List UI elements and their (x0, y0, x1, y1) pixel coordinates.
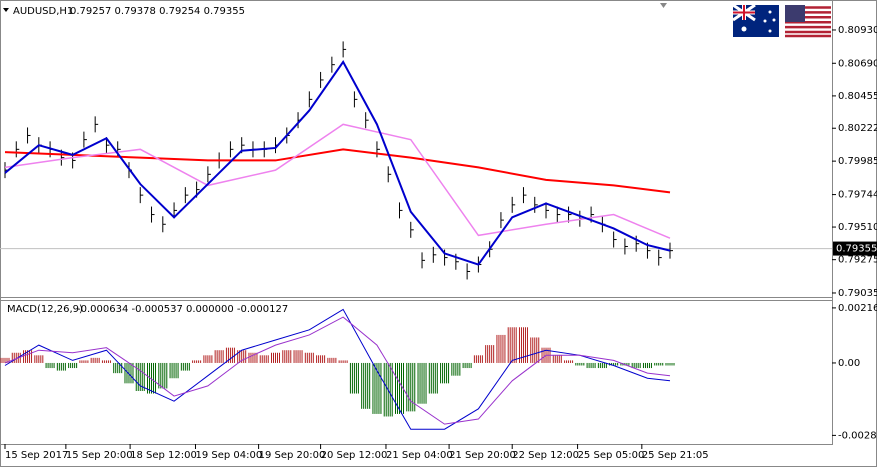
y-tick-label: 0.00216 (838, 303, 877, 314)
y-tick-label: 0.00 (838, 358, 860, 369)
indicator-line (4, 148, 671, 194)
y-tick-label: 0.80690 (838, 58, 877, 69)
scroll-arrow[interactable] (660, 3, 667, 8)
y-tick-label: 0.80930 (838, 25, 877, 36)
indicator-line (4, 316, 671, 425)
x-tick-label: 19 Sep 04:00 (195, 450, 262, 461)
y-tick-label: 0.79985 (838, 156, 877, 167)
x-tick-label: 15 Sep 2017 (5, 450, 68, 461)
flag-usd (785, 5, 831, 38)
flag-aud (732, 3, 779, 37)
y-tick-label: 0.79275 (838, 255, 877, 266)
macd-readout: -0.000634 -0.000537 0.000000 -0.000127 (77, 304, 288, 315)
y-tick-label: 0.79744 (838, 190, 877, 201)
y-tick-label: 0.79510 (838, 222, 877, 233)
last-price-box (833, 241, 877, 256)
last-price-label: 0.79355 (836, 244, 877, 255)
y-tick-label: 0.79035 (838, 288, 877, 299)
y-tick-label: 0.80455 (838, 91, 877, 102)
x-tick-label: 25 Sep 21:05 (642, 450, 709, 461)
indicator-line (4, 59, 671, 266)
x-tick-label: 19 Sep 20:00 (259, 450, 326, 461)
x-tick-label: 25 Sep 05:00 (578, 450, 645, 461)
x-tick-label: 18 Sep 12:00 (130, 450, 197, 461)
x-tick-label: 22 Sep 12:00 (512, 450, 579, 461)
x-tick-label: 15 Sep 20:00 (66, 450, 133, 461)
indicator-line (4, 308, 671, 430)
ohlc-readout: 0.79257 0.79378 0.79254 0.79355 (70, 6, 245, 17)
x-tick-label: 20 Sep 12:00 (321, 450, 388, 461)
menu-arrow[interactable] (3, 8, 9, 12)
y-tick-label: -0.002842 (838, 430, 877, 441)
y-tick-label: 0.80222 (838, 123, 877, 134)
symbol-title: AUDUSD,H1 (13, 6, 73, 17)
x-tick-label: 21 Sep 04:00 (386, 450, 453, 461)
x-tick-label: 21 Sep 20:00 (449, 450, 516, 461)
macd-title: MACD(12,26,9) (7, 304, 83, 315)
